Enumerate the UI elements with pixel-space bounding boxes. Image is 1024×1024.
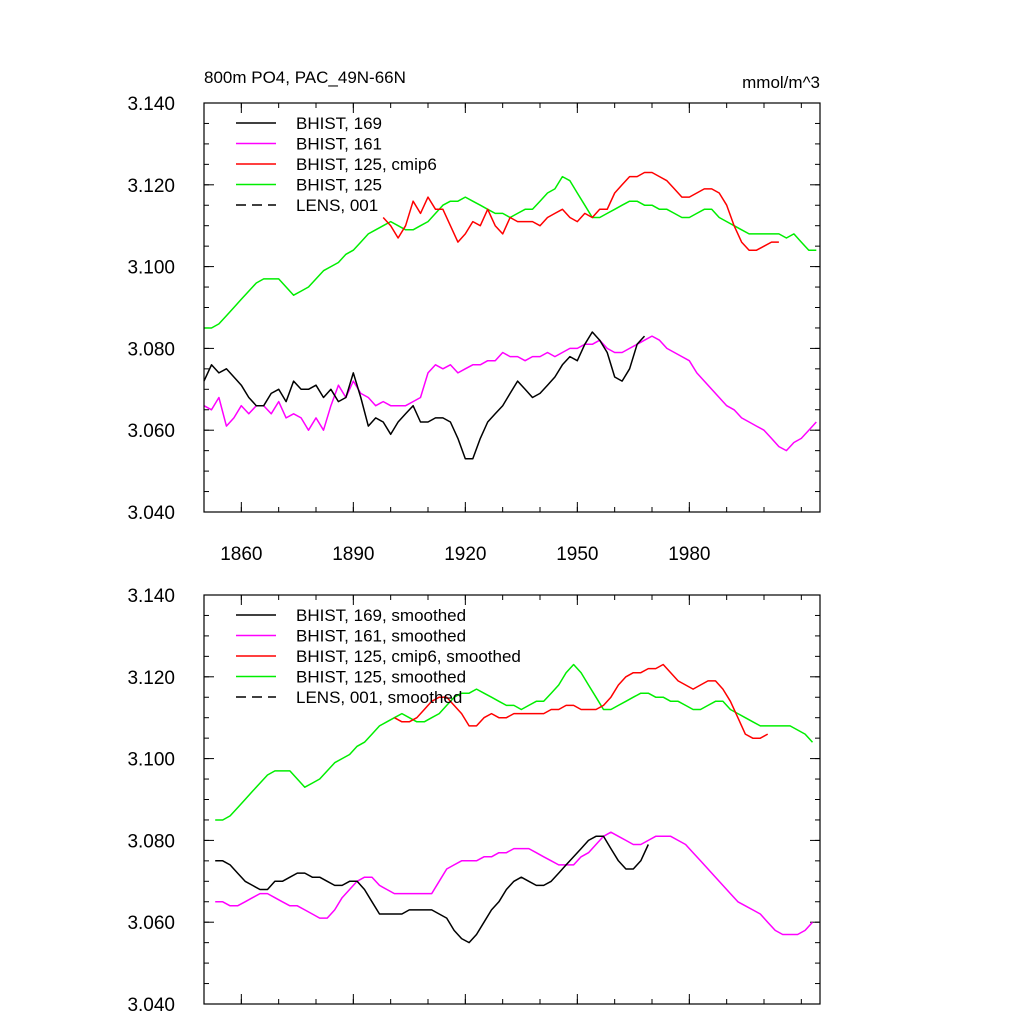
y-tick-label: 3.080: [127, 831, 175, 852]
series-line: [215, 831, 814, 936]
y-tick-label: 3.080: [127, 339, 175, 360]
plot-frame: [203, 102, 821, 513]
y-tick-label: 3.120: [127, 668, 175, 689]
y-tick-label: 3.040: [127, 995, 175, 1016]
units-label: mmol/m^3: [742, 73, 820, 92]
legend-label: LENS, 001: [296, 196, 378, 215]
legend-label: LENS, 001, smoothed: [296, 688, 462, 707]
y-tick-label: 3.140: [127, 94, 175, 115]
series-line: [203, 335, 817, 452]
y-tick-label: 3.060: [127, 913, 175, 934]
legend-label: BHIST, 161: [296, 135, 382, 154]
y-tick-label: 3.140: [127, 586, 175, 607]
panel-top: 800m PO4, PAC_49N-66N mmol/m^3 3.040 3.06…: [127, 68, 821, 565]
x-tick-label: 1920: [444, 544, 486, 565]
y-tick-label: 3.100: [127, 258, 175, 279]
y-tick-label: 3.120: [127, 176, 175, 197]
chart-title: 800m PO4, PAC_49N-66N: [204, 68, 406, 87]
legend-label: BHIST, 125, smoothed: [296, 668, 466, 687]
x-tick-label: 1860: [220, 544, 262, 565]
series-line: [382, 171, 779, 251]
legend-label: BHIST, 125, cmip6: [296, 155, 437, 174]
y-tick-label: 3.060: [127, 421, 175, 442]
legend-label: BHIST, 125, cmip6, smoothed: [296, 647, 521, 666]
series-line: [215, 835, 649, 944]
legend-label: BHIST, 169: [296, 114, 382, 133]
legend: BHIST, 169, smoothed BHIST, 161, smoothed…: [236, 606, 521, 707]
y-tick-label: 3.040: [127, 503, 175, 524]
x-tick-label: 1890: [332, 544, 374, 565]
plot-frame: [203, 594, 821, 1005]
series-line: [203, 331, 646, 460]
x-tick-label: 1980: [668, 544, 710, 565]
panel-bottom: 3.040 3.060 3.080 3.100 3.120 3.140 BHIST, 16…: [127, 586, 821, 1016]
legend-label: BHIST, 125: [296, 176, 382, 195]
y-tick-label: 3.100: [127, 750, 175, 771]
legend-label: BHIST, 161, smoothed: [296, 627, 466, 646]
series-line: [215, 663, 814, 821]
legend-label: BHIST, 169, smoothed: [296, 606, 466, 625]
x-tick-label: 1950: [556, 544, 598, 565]
series-line: [394, 663, 769, 739]
